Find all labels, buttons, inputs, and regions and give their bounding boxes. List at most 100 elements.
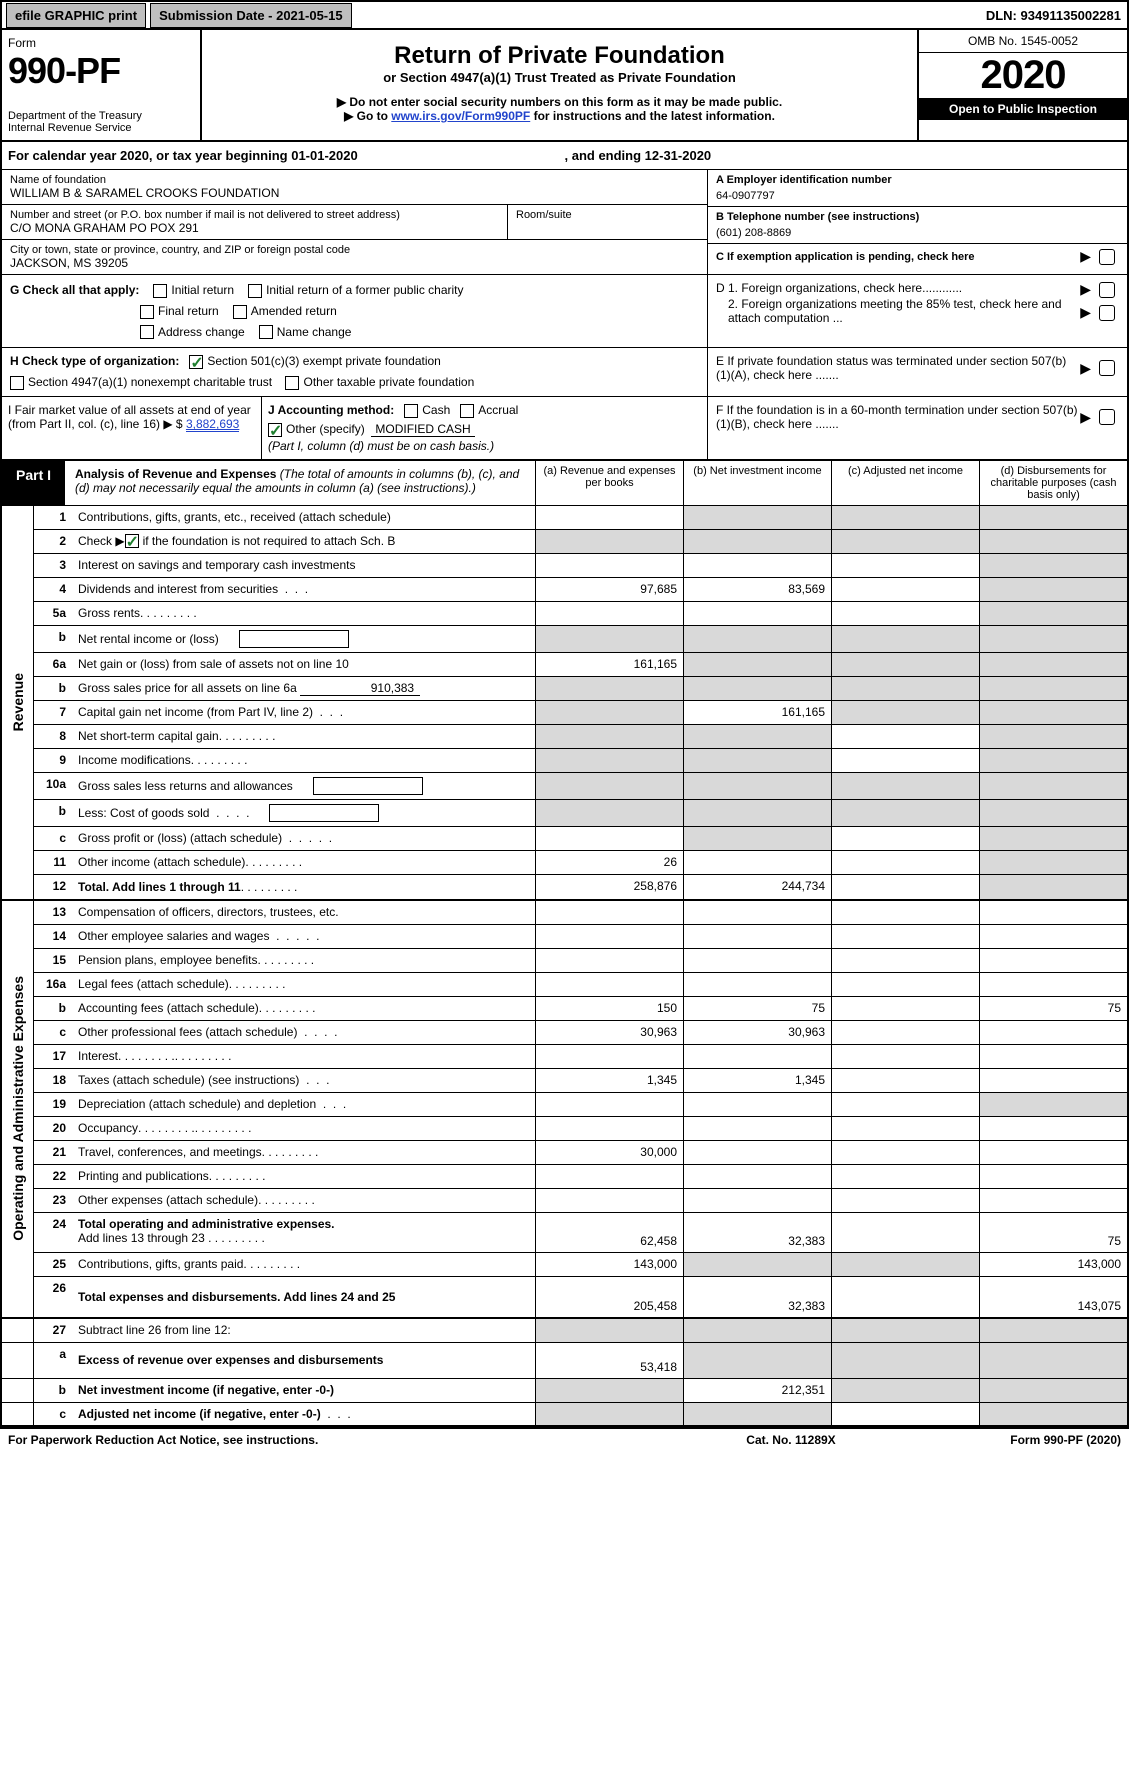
- l23: Other expenses (attach schedule): [72, 1189, 535, 1212]
- irs-link[interactable]: www.irs.gov/Form990PF: [391, 109, 530, 123]
- col-d-head: (d) Disbursements for charitable purpose…: [979, 461, 1127, 505]
- l26: Total expenses and disbursements. Add li…: [72, 1277, 535, 1317]
- l27-zone: 27Subtract line 26 from line 12: aExcess…: [2, 1319, 1127, 1427]
- city-label: City or town, state or province, country…: [10, 244, 699, 256]
- l27: Subtract line 26 from line 12:: [72, 1319, 535, 1342]
- j-accrual: Accrual: [478, 403, 518, 417]
- e-checkbox[interactable]: [1099, 360, 1115, 376]
- entity-right: A Employer identification number 64-0907…: [707, 170, 1127, 274]
- i-value[interactable]: 3,882,693: [186, 417, 239, 432]
- l10a: Gross sales less returns and allowances: [72, 773, 535, 799]
- l4: Dividends and interest from securities .…: [72, 578, 535, 601]
- l12: Total. Add lines 1 through 11: [72, 875, 535, 899]
- j-other: Other (specify): [286, 422, 365, 436]
- col-a-head: (a) Revenue and expenses per books: [535, 461, 683, 505]
- l17: Interest: [72, 1045, 535, 1068]
- l12-b: 244,734: [683, 875, 831, 899]
- g-addr-checkbox[interactable]: [140, 325, 154, 339]
- form-subtitle: or Section 4947(a)(1) Trust Treated as P…: [212, 70, 907, 85]
- g-name-checkbox[interactable]: [259, 325, 273, 339]
- form-page: efile GRAPHIC print Submission Date - 20…: [0, 0, 1129, 1429]
- l7-b: 161,165: [683, 701, 831, 724]
- addr-label: Number and street (or P.O. box number if…: [10, 209, 499, 221]
- j-cash: Cash: [422, 403, 450, 417]
- addr: C/O MONA GRAHAM PO POX 291: [10, 221, 499, 235]
- c-checkbox[interactable]: [1099, 249, 1115, 265]
- l6b-val: 910,383: [300, 681, 420, 696]
- j-other-checkbox[interactable]: [268, 423, 282, 437]
- section-f: F If the foundation is in a 60-month ter…: [707, 397, 1127, 459]
- l12-a: 258,876: [535, 875, 683, 899]
- l16c-b: 30,963: [683, 1021, 831, 1044]
- ein: 64-0907797: [716, 190, 1119, 202]
- col-c-head: (c) Adjusted net income: [831, 461, 979, 505]
- l16b-b: 75: [683, 997, 831, 1020]
- d1-checkbox[interactable]: [1099, 282, 1115, 298]
- l16b-a: 150: [535, 997, 683, 1020]
- section-h: H Check type of organization: Section 50…: [2, 348, 707, 396]
- section-g: G Check all that apply: Initial return I…: [2, 275, 707, 347]
- arrow-icon: ▶: [1080, 360, 1091, 377]
- footer: For Paperwork Reduction Act Notice, see …: [0, 1429, 1129, 1451]
- header-mid: Return of Private Foundation or Section …: [202, 30, 917, 140]
- g-label: G Check all that apply:: [10, 283, 139, 297]
- l27a-a: 53,418: [535, 1343, 683, 1378]
- h-other-tax: Other taxable private foundation: [303, 375, 474, 389]
- footer-formid: Form 990-PF (2020): [921, 1433, 1121, 1447]
- j-cash-checkbox[interactable]: [404, 404, 418, 418]
- g-initial-former-checkbox[interactable]: [248, 284, 262, 298]
- open-public: Open to Public Inspection: [919, 98, 1127, 120]
- g-initial: Initial return: [171, 283, 234, 297]
- l27c: Adjusted net income (if negative, enter …: [72, 1403, 535, 1425]
- efile-button[interactable]: efile GRAPHIC print: [6, 3, 146, 28]
- g-final-checkbox[interactable]: [140, 305, 154, 319]
- f-checkbox[interactable]: [1099, 409, 1115, 425]
- l2-checkbox[interactable]: [125, 534, 139, 548]
- l27b: Net investment income (if negative, ente…: [72, 1379, 535, 1402]
- section-ijf: I Fair market value of all assets at end…: [2, 397, 1127, 461]
- d2-checkbox[interactable]: [1099, 305, 1115, 321]
- h-4947-checkbox[interactable]: [10, 376, 24, 390]
- g-initial-checkbox[interactable]: [153, 284, 167, 298]
- l10c: Gross profit or (loss) (attach schedule)…: [72, 827, 535, 850]
- l19: Depreciation (attach schedule) and deple…: [72, 1093, 535, 1116]
- l21: Travel, conferences, and meetings: [72, 1141, 535, 1164]
- j-accrual-checkbox[interactable]: [460, 404, 474, 418]
- instr-pre: ▶ Go to: [344, 109, 391, 123]
- arrow-icon: ▶: [1080, 281, 1091, 298]
- l20: Occupancy: [72, 1117, 535, 1140]
- part1-title: Analysis of Revenue and Expenses: [75, 467, 276, 481]
- entity-left: Name of foundation WILLIAM B & SARAMEL C…: [2, 170, 707, 274]
- header-right: OMB No. 1545-0052 2020 Open to Public In…: [917, 30, 1127, 140]
- l18: Taxes (attach schedule) (see instruction…: [72, 1069, 535, 1092]
- h-501c3-checkbox[interactable]: [189, 355, 203, 369]
- name-label: Name of foundation: [10, 174, 699, 186]
- g-addr: Address change: [158, 325, 245, 339]
- expenses-zone: Operating and Administrative Expenses 13…: [2, 901, 1127, 1319]
- j-note: (Part I, column (d) must be on cash basi…: [268, 439, 701, 453]
- g-final: Final return: [158, 304, 219, 318]
- arrow-icon: ▶: [1080, 248, 1091, 265]
- arrow-icon: ▶: [1080, 304, 1091, 321]
- revenue-vert-label: Revenue: [2, 506, 34, 899]
- h-other-checkbox[interactable]: [285, 376, 299, 390]
- l25-d: 143,000: [979, 1253, 1127, 1276]
- l11: Other income (attach schedule): [72, 851, 535, 874]
- calendar-year-row: For calendar year 2020, or tax year begi…: [2, 142, 1127, 170]
- l11-a: 26: [535, 851, 683, 874]
- l6a-a: 161,165: [535, 653, 683, 676]
- cal-end: , and ending 12-31-2020: [565, 148, 1122, 163]
- g-amended-checkbox[interactable]: [233, 305, 247, 319]
- l8: Net short-term capital gain: [72, 725, 535, 748]
- l1: Contributions, gifts, grants, etc., rece…: [72, 506, 535, 529]
- l16b-d: 75: [979, 997, 1127, 1020]
- section-i: I Fair market value of all assets at end…: [2, 397, 262, 459]
- l24-a: 62,458: [535, 1213, 683, 1252]
- f-label: F If the foundation is in a 60-month ter…: [716, 403, 1080, 431]
- part1-label: Part I: [2, 461, 65, 505]
- l6b: Gross sales price for all assets on line…: [72, 677, 535, 700]
- topbar: efile GRAPHIC print Submission Date - 20…: [2, 2, 1127, 30]
- omb-number: OMB No. 1545-0052: [919, 30, 1127, 53]
- telephone: (601) 208-8869: [716, 227, 1119, 239]
- revenue-zone: Revenue 1Contributions, gifts, grants, e…: [2, 506, 1127, 901]
